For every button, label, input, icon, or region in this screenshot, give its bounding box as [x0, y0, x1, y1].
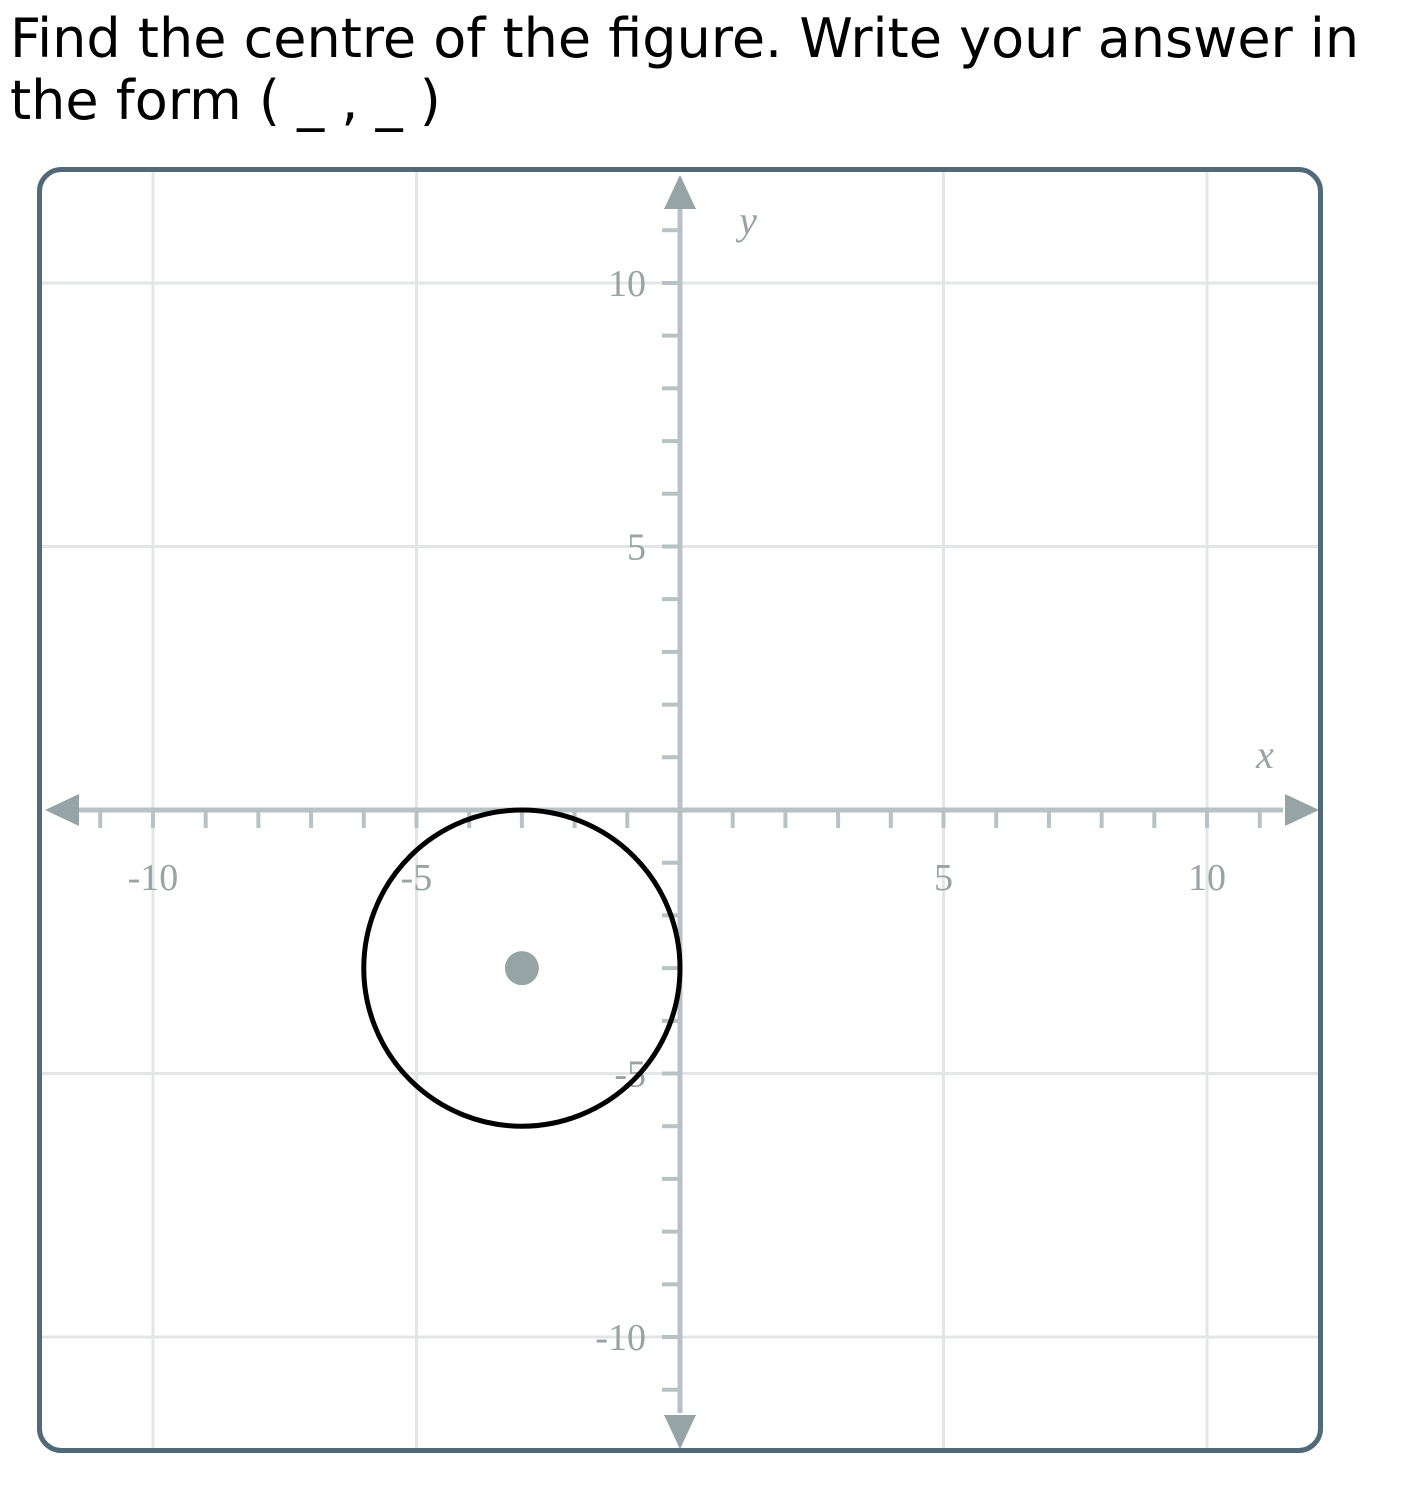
y-tick-label: -10	[595, 1317, 646, 1359]
y-tick-label: 10	[608, 263, 646, 305]
x-axis-label: x	[1255, 732, 1274, 777]
y-tick-label: 5	[627, 526, 646, 568]
axes	[45, 175, 1319, 1449]
coordinate-plane: -10 -5 5 10 10 5 -5 -10 x y	[37, 167, 1323, 1453]
figure	[361, 807, 683, 1129]
x-axis-left-arrow	[45, 794, 79, 826]
y-axis-up-arrow	[664, 175, 696, 209]
x-tick-label: 10	[1188, 857, 1226, 899]
plot-frame-border	[37, 167, 1323, 1453]
y-axis-down-arrow	[664, 1415, 696, 1449]
x-axis-right-arrow	[1285, 794, 1319, 826]
y-axis-label: y	[735, 198, 757, 243]
x-tick-label: -10	[128, 857, 179, 899]
center-point	[504, 951, 539, 986]
circle-figure	[361, 807, 683, 1129]
question-text: Find the centre of the figure. Write you…	[10, 7, 1360, 132]
x-tick-label: 5	[934, 857, 953, 899]
